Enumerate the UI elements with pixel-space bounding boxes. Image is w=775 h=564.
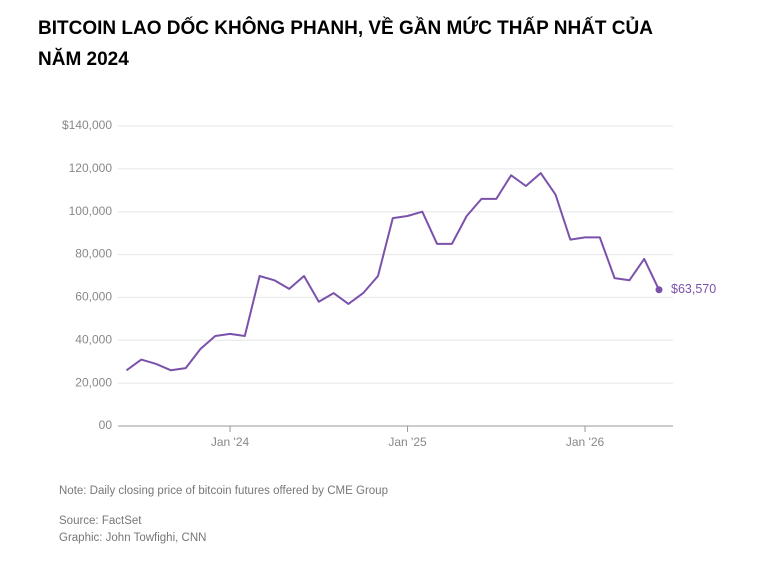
x-tick-label: Jan '26	[566, 435, 605, 449]
price-line	[125, 172, 660, 372]
credit: Graphic: John Towfighi, CNN	[59, 532, 206, 544]
x-tick-label: Jan '24	[211, 435, 250, 449]
y-tick-label: 80,000	[75, 247, 112, 261]
chart-title-line-2: NĂM 2024	[38, 48, 129, 70]
y-tick-label: 120,000	[69, 161, 113, 175]
chart-title-line-1: BITCOIN LAO DỐC KHÔNG PHANH, VỀ GẦN MỨC …	[38, 17, 653, 39]
y-tick-label: 100,000	[69, 204, 113, 218]
end-label: $63,570	[671, 282, 716, 296]
y-tick-label: 00	[99, 418, 113, 432]
y-tick-label: 40,000	[75, 332, 112, 346]
y-tick-label: 20,000	[75, 375, 112, 389]
y-tick-label: 60,000	[75, 290, 112, 304]
note: Note: Daily closing price of bitcoin fut…	[59, 485, 388, 497]
end-dot	[655, 286, 663, 294]
x-tick-label: Jan '25	[388, 435, 427, 449]
source: Source: FactSet	[59, 515, 142, 527]
y-tick-label: $140,000	[62, 118, 112, 132]
